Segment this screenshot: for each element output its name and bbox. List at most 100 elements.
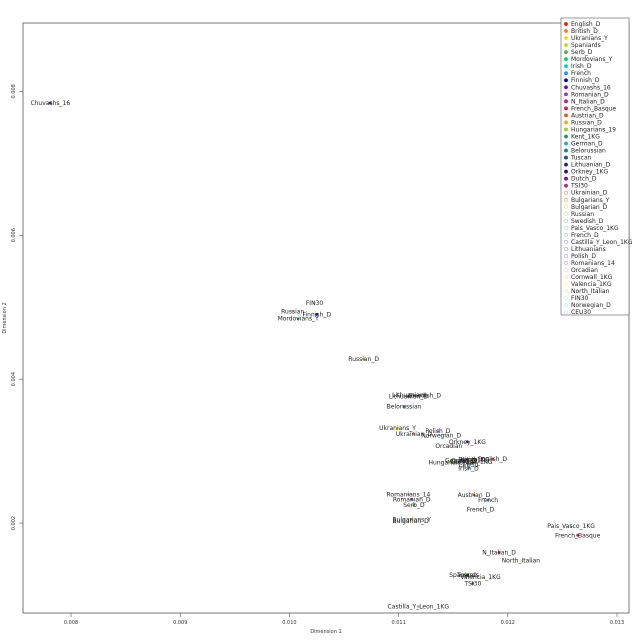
- point-label-CEU30: CEU30: [458, 462, 478, 469]
- point-label-Orkney_1KG: Orkney_1KG: [449, 439, 486, 446]
- legend-marker-British_D: [564, 29, 568, 33]
- legend-label-North_Italian: North_Italian: [571, 288, 610, 295]
- legend-marker-Ukranians_Y: [564, 36, 568, 40]
- data-point-Austrian_D: [472, 493, 476, 497]
- plot-area-frame: [22, 22, 630, 614]
- point-label-French_Basque: French_Basque: [555, 532, 600, 539]
- data-point-Bulgarian_D: [409, 519, 413, 523]
- data-point-North_Italian: [519, 559, 523, 562]
- legend-marker-Romanian_D: [564, 92, 568, 97]
- legend-label-Ukranians_Y: Ukranians_Y: [571, 35, 608, 42]
- legend-marker-Polish_D: [564, 254, 568, 258]
- legend-label-Norwegian_D: Norwegian_D: [571, 302, 611, 309]
- point-label-Kent_1KG: Kent_1KG: [461, 457, 490, 464]
- legend-marker-Russian_D: [564, 120, 568, 125]
- legend-marker-Serb_D: [564, 50, 568, 55]
- legend-label-Mordovians_Y: Mordovians_Y: [571, 56, 613, 63]
- point-label-Tuscan: Tuscan: [456, 572, 478, 579]
- x-axis-title: Dimension 1: [310, 629, 341, 635]
- point-label-Bulgarians_Y: Bulgarians_Y: [392, 516, 431, 523]
- legend-label-Austrian_D: Austrian_D: [571, 112, 604, 119]
- legend-label-TSI30: TSI30: [570, 183, 588, 190]
- data-point-Romanian_D: [410, 497, 414, 501]
- point-label-Pais_Vasco_1KG: Pais_Vasco_1KG: [547, 523, 595, 530]
- legend-marker-Russian: [564, 211, 568, 216]
- point-label-North_Italian: North_Italian: [502, 557, 541, 564]
- legend-label-Irish_D: Irish_D: [571, 63, 592, 70]
- legend-marker-N_Italian_D: [564, 99, 568, 104]
- legend-label-Hungarians_19: Hungarians_19: [571, 126, 616, 133]
- data-point-Serb_D: [412, 503, 416, 507]
- x-tick-label: 0.013: [610, 620, 624, 626]
- data-point-Tuscan: [466, 573, 469, 577]
- legend-marker-Swedish_D: [564, 218, 568, 223]
- legend-label-Russian: Russian: [571, 211, 594, 218]
- data-point-Norwegian_D: [439, 433, 443, 437]
- legend-marker-Cornwall_1KG: [564, 275, 568, 279]
- legend-marker-Hungarians_19: [564, 127, 568, 132]
- data-point-Castilla_Y_Leon_1KG: [416, 605, 420, 608]
- point-label-Ukrainian_D: Ukrainian_D: [396, 431, 433, 438]
- legend-label-Lithuanian_D: Lithuanian_D: [571, 162, 611, 169]
- point-label-Castilla_Y_Leon_1KG: Castilla_Y_Leon_1KG: [388, 604, 450, 611]
- legend-marker-Ukrainian_D: [564, 190, 568, 195]
- point-label-Finnish_D: Finnish_D: [302, 311, 331, 318]
- data-point-Orkney_1KG: [466, 440, 469, 444]
- legend-box: [560, 17, 630, 316]
- data-point-English_D: [491, 457, 494, 461]
- legend-marker-Kent_1KG: [564, 134, 568, 139]
- data-points: [48, 101, 580, 608]
- legend-label-FIN30: FIN30: [571, 295, 589, 302]
- legend-marker-Valencia_1KG: [564, 282, 568, 287]
- legend-marker-Chuvashs_16: [564, 85, 568, 90]
- legend-marker-TSI30: [564, 183, 568, 188]
- legend-label-Finnish_D: Finnish_D: [571, 77, 600, 84]
- point-label-FIN30: FIN30: [306, 300, 324, 307]
- data-point-Mordovians_Y: [296, 317, 300, 321]
- point-label-Irish_D: Irish_D: [458, 465, 479, 472]
- data-point-Hungarians_19: [449, 461, 453, 465]
- data-point-Romanians_14: [407, 492, 410, 496]
- point-label-Belorussian: Belorussian: [387, 404, 422, 411]
- data-point-Swedish_D: [423, 394, 427, 398]
- x-tick-label: 0.010: [282, 620, 296, 626]
- data-point-Irish_D: [467, 466, 470, 470]
- point-label-Serb_D: Serb_D: [403, 502, 425, 509]
- data-point-Russian: [291, 310, 295, 313]
- point-label-Polish_D: Polish_D: [425, 428, 450, 435]
- legend-marker-Mordovians_Y: [564, 57, 568, 62]
- legend-label-Orkney_1KG: Orkney_1KG: [571, 169, 608, 176]
- data-point-TSI30: [471, 582, 475, 585]
- x-tick-label: 0.012: [501, 620, 515, 626]
- legend-label-Chuvashs_16: Chuvashs_16: [571, 84, 611, 91]
- data-point-Ukranians_Y: [396, 426, 399, 430]
- point-label-Valencia_1KG: Valencia_1KG: [460, 574, 501, 581]
- data-point-Valencia_1KG: [479, 575, 482, 579]
- legend-marker-German_D: [564, 141, 568, 146]
- legend-label-Dutch_D: Dutch_D: [571, 176, 597, 183]
- legend-marker-Orkney_1KG: [564, 169, 568, 174]
- legend-label-Bulgarian_D: Bulgarian_D: [571, 204, 608, 211]
- point-label-Mordovians_Y: Mordovians_Y: [278, 316, 320, 323]
- legend-label-Russian_D: Russian_D: [571, 119, 602, 126]
- data-point-Russian_D: [362, 357, 366, 361]
- legend-marker-FIN30: [564, 296, 568, 301]
- legend-marker-Tuscan: [564, 155, 568, 160]
- legend-label-British_D: British_D: [571, 28, 598, 35]
- legend-marker-Irish_D: [564, 64, 568, 69]
- legend-marker-Norwegian_D: [564, 303, 568, 308]
- legend-marker-French: [564, 71, 568, 76]
- y-tick-label: 0.006: [11, 228, 17, 242]
- data-point-German_D: [459, 459, 463, 462]
- legend-label-Spaniards: Spaniards: [571, 42, 601, 49]
- legend-label-Orcadian: Orcadian: [571, 267, 598, 274]
- point-label-Ukranians_Y: Ukranians_Y: [379, 425, 416, 432]
- data-point-British_D: [470, 458, 474, 462]
- legend-marker-Finnish_D: [564, 78, 568, 83]
- legend-label-French: French: [571, 70, 591, 77]
- legend-label-Castilla_Y_Leon_1KG: Castilla_Y_Leon_1KG: [571, 239, 633, 246]
- legend-label-Serb_D: Serb_D: [571, 49, 593, 56]
- legend-label-Tuscan: Tuscan: [570, 155, 592, 162]
- x-tick-label: 0.009: [173, 620, 187, 626]
